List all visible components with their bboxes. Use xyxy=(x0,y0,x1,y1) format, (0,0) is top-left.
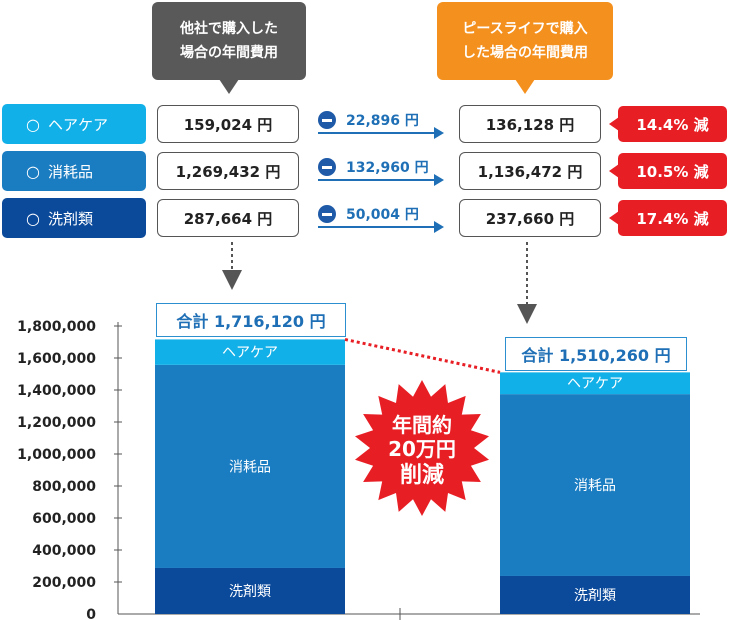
category-label-consumables: ○ 消耗品 xyxy=(2,151,146,191)
bar-segment-label: 洗剤類 xyxy=(229,584,271,600)
peace-cost-value: 136,128 円 xyxy=(459,105,601,143)
row-detergent: ○ 洗剤類 287,664 円 50,004 円 237,660 円 17.4%… xyxy=(0,198,730,238)
burst-line-3: 削減 xyxy=(400,463,444,488)
other-company-callout: 他社で購入した 場合の年間費用 xyxy=(152,2,306,94)
bar-segment-label: ヘアケア xyxy=(567,376,623,392)
difference: 50,004 円 xyxy=(316,204,446,234)
right-arrow-icon xyxy=(318,127,444,139)
burst-line-2: 20万円 xyxy=(388,437,456,461)
reduction-badge: 14.4% 減 xyxy=(609,106,727,142)
y-tick-label: 1,600,000 xyxy=(17,351,96,367)
bar-segment xyxy=(155,339,345,365)
y-tick-label: 600,000 xyxy=(32,511,96,527)
dotted-arrows xyxy=(222,242,537,324)
minus-icon xyxy=(318,111,336,129)
y-tick-label: 1,800,000 xyxy=(17,319,96,335)
category-name: 消耗品 xyxy=(47,162,93,181)
right-arrow-icon xyxy=(318,174,444,186)
down-arrow-icon xyxy=(222,270,242,290)
bar-segment-label: 消耗品 xyxy=(229,459,271,475)
stacked-bar-chart: 0 200,000 400,000 600,000 800,000 1,000,000 1,… xyxy=(17,242,700,620)
circle-icon: ○ xyxy=(26,161,40,181)
difference-value: 50,004 円 xyxy=(346,207,419,223)
y-tick-label: 400,000 xyxy=(32,543,96,559)
other-cost-value: 1,269,432 円 xyxy=(157,152,299,190)
bar-segment xyxy=(155,364,345,568)
difference: 22,896 円 xyxy=(316,110,446,140)
burst-line-1: 年間約 xyxy=(392,413,452,437)
peace-life-line-1: ピースライフで購入 xyxy=(462,21,588,37)
other-company-line-1: 他社で購入した xyxy=(180,21,278,37)
peace-cost-value: 237,660 円 xyxy=(459,199,601,237)
other-cost-value: 287,664 円 xyxy=(157,199,299,237)
down-arrow-icon xyxy=(517,304,537,324)
right-arrow-icon xyxy=(318,221,444,233)
savings-burst-badge: 年間約 20万円 削減 xyxy=(355,380,489,516)
minus-icon xyxy=(318,205,336,223)
reduction-badge: 17.4% 減 xyxy=(609,200,727,236)
total-other-company: 合計 1,716,120 円 xyxy=(156,303,346,337)
category-label-detergent: ○ 洗剤類 xyxy=(2,198,146,238)
y-tick-label: 200,000 xyxy=(32,575,96,591)
y-tick-label: 1,200,000 xyxy=(17,415,96,431)
difference: 132,960 円 xyxy=(316,157,446,187)
category-name: 洗剤類 xyxy=(47,209,93,228)
bar-segment xyxy=(500,394,690,576)
bar-segment-label: 消耗品 xyxy=(574,478,616,494)
total-peace-life: 合計 1,510,260 円 xyxy=(505,337,687,371)
bar-segment-label: ヘアケア xyxy=(222,345,278,361)
y-axis: 0 200,000 400,000 600,000 800,000 1,000,000 1,… xyxy=(17,319,700,620)
y-tick-label: 800,000 xyxy=(32,479,96,495)
bar-segment xyxy=(155,567,345,614)
row-consumables: ○ 消耗品 1,269,432 円 132,960 円 1,136,472 円 … xyxy=(0,151,730,191)
peace-life-callout: ピースライフで購入 した場合の年間費用 xyxy=(437,2,613,94)
bar-segment xyxy=(500,575,690,614)
y-tick-label: 1,400,000 xyxy=(17,383,96,399)
circle-icon: ○ xyxy=(26,208,40,228)
minus-icon xyxy=(318,158,336,176)
other-company-line-2: 場合の年間費用 xyxy=(180,45,278,61)
y-tick-label: 0 xyxy=(86,607,96,620)
bar-segment-label: 洗剤類 xyxy=(574,588,616,604)
difference-value: 132,960 円 xyxy=(346,160,429,176)
peace-life-line-2: した場合の年間費用 xyxy=(462,45,588,61)
peace-cost-value: 1,136,472 円 xyxy=(459,152,601,190)
difference-value: 22,896 円 xyxy=(346,113,419,129)
category-label-haircare: ○ ヘアケア xyxy=(2,104,146,144)
circle-icon: ○ xyxy=(26,114,40,134)
reduction-badge: 10.5% 減 xyxy=(609,153,727,189)
y-tick-label: 1,000,000 xyxy=(17,447,96,463)
other-cost-value: 159,024 円 xyxy=(157,105,299,143)
dotted-connector-line xyxy=(344,337,501,374)
row-haircare: ○ ヘアケア 159,024 円 22,896 円 136,128 円 14.4… xyxy=(0,104,730,144)
bar-segment xyxy=(500,372,690,395)
category-name: ヘアケア xyxy=(47,115,108,134)
starburst-shape xyxy=(355,380,489,516)
